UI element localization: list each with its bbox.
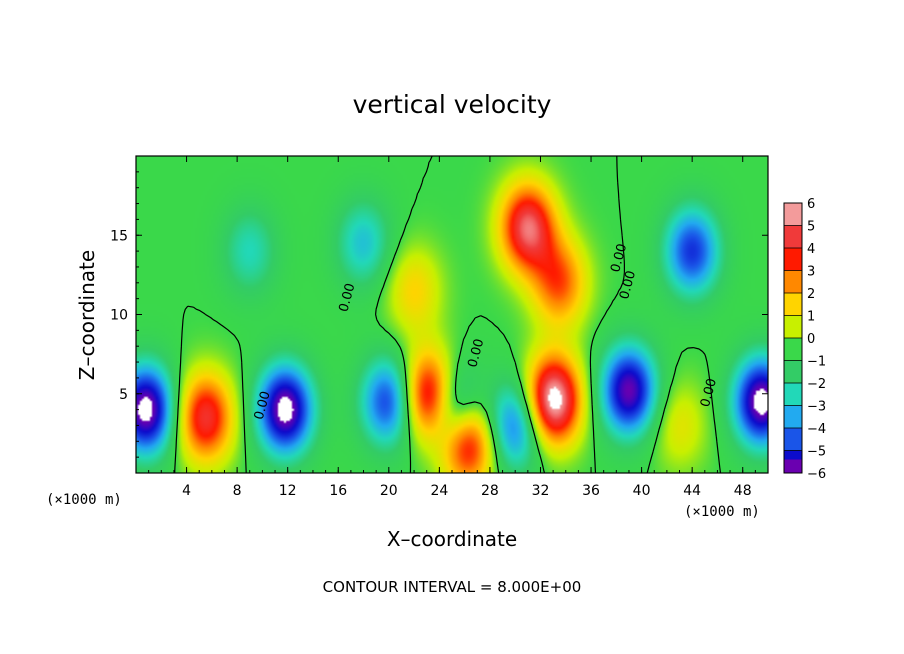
x-tick-label: 12: [279, 483, 297, 499]
y-axis-label: Z–coordinate: [75, 250, 99, 380]
plot-area: 0.000.000.000.000.000.00 4 8 12 16 20 24 28 32 3…: [110, 155, 769, 499]
y-axis-ticks: 5 10 15: [110, 171, 768, 458]
colorbar-swatch: [784, 203, 802, 226]
colorbar-label: 2: [807, 287, 815, 302]
x-tick-label: 24: [430, 483, 448, 499]
x-tick-label: 44: [683, 483, 701, 499]
x-tick-label: 36: [582, 483, 600, 499]
x-tick-label: 48: [734, 483, 752, 499]
x-tick-label: 20: [380, 483, 398, 499]
contour-label: 0.00: [698, 377, 720, 409]
colorbar: 6 5 4 3 2 1 0 −1 −2 −3 −4 −5 −6: [783, 197, 826, 482]
contour-labels: 0.000.000.000.000.000.00: [252, 242, 720, 421]
x-tick-label: 16: [329, 483, 347, 499]
y-tick-label: 5: [119, 387, 128, 403]
chart-title: vertical velocity: [353, 90, 552, 119]
colorbar-swatch: [784, 338, 802, 361]
velocity-field-image: [136, 156, 768, 473]
colorbar-label: −3: [807, 400, 826, 415]
colorbar-label: 4: [807, 242, 815, 257]
colorbar-label: 5: [807, 220, 815, 235]
x-unit-label: (×1000 m): [684, 504, 760, 520]
x-tick-label: 40: [633, 483, 651, 499]
colorbar-label: −5: [807, 445, 826, 460]
colorbar-swatch: [784, 270, 802, 293]
colorbar-swatch: [784, 459, 802, 473]
colorbar-swatch: [784, 315, 802, 338]
contour-label: 0.00: [337, 282, 359, 314]
x-axis-ticks: 4 8 12 16 20 24 28 32 36 40 44 48: [148, 156, 756, 499]
colorbar-label: −6: [807, 467, 826, 482]
colorbar-label: 1: [807, 310, 815, 325]
contour-label: 0.00: [465, 337, 487, 369]
x-tick-label: 4: [182, 483, 191, 499]
colorbar-swatch: [784, 293, 802, 316]
contour-label: 0.00: [617, 269, 639, 301]
colorbar-swatch: [784, 428, 802, 451]
zero-contour-line: [174, 155, 722, 474]
colorbar-label: −4: [807, 422, 826, 437]
y-tick-label: 15: [110, 228, 128, 244]
colorbar-swatch: [784, 405, 802, 428]
x-tick-label: 8: [233, 483, 242, 499]
y-tick-label: 10: [110, 308, 128, 324]
x-tick-label: 32: [532, 483, 550, 499]
colorbar-label: −2: [807, 377, 826, 392]
colorbar-label: 0: [807, 332, 815, 347]
z-unit-label: (×1000 m): [46, 492, 122, 508]
colorbar-swatch: [784, 360, 802, 383]
contour-interval-note: CONTOUR INTERVAL = 8.000E+00: [323, 578, 582, 596]
colorbar-label: 3: [807, 265, 815, 280]
colorbar-swatch: [784, 248, 802, 271]
colorbar-label: 6: [807, 197, 815, 212]
colorbar-swatch: [784, 383, 802, 406]
colorbar-swatch: [784, 225, 802, 248]
colorbar-label: −1: [807, 355, 826, 370]
x-tick-label: 28: [481, 483, 499, 499]
zero-contours: [174, 155, 722, 474]
x-axis-label: X–coordinate: [387, 527, 517, 551]
contour-label: 0.00: [252, 390, 274, 422]
contour-label: 0.00: [608, 242, 630, 274]
